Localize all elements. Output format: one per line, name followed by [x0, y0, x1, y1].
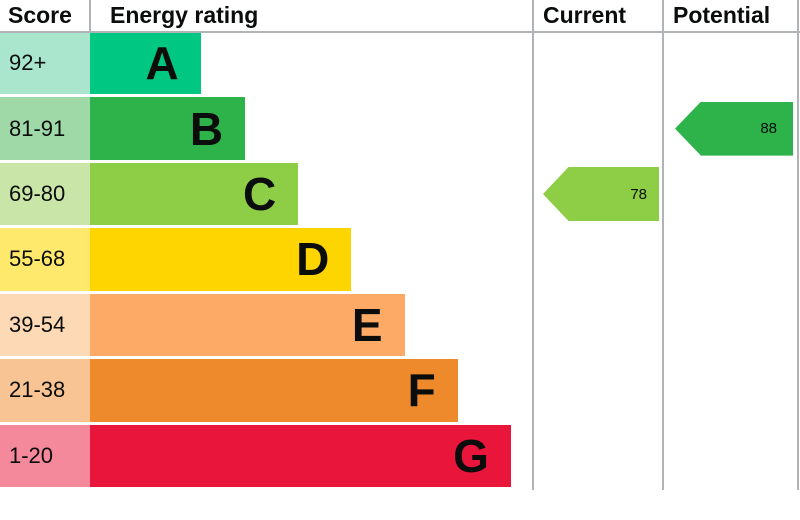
score-label-e: 39-54: [9, 311, 66, 337]
potential-cell-c: [663, 163, 800, 225]
rating-bar-b: B: [90, 97, 246, 160]
score-label-d: 55-68: [9, 246, 66, 272]
bar-area-c: C: [90, 162, 533, 226]
rating-letter-d: D: [296, 233, 330, 286]
bar-area-d: D: [90, 228, 533, 291]
grid-line-score: [89, 0, 91, 32]
score-cell-d: 55-68: [0, 228, 90, 291]
current-cell-f: [533, 359, 663, 421]
potential-cell-b: 88: [663, 97, 800, 159]
bar-area-g: G: [90, 424, 533, 487]
score-cell-e: 39-54: [0, 293, 90, 357]
current-cell-c: 78: [533, 163, 663, 225]
current-cell-a: [533, 32, 663, 94]
band-row-d: 55-68 D: [0, 228, 800, 293]
band-row-g: 1-20 G: [0, 424, 800, 490]
header-potential: Potential: [673, 2, 771, 28]
bands: 92+ A 81-91 B 88: [0, 32, 800, 490]
header-score: Score: [8, 2, 72, 28]
rating-letter-a: A: [145, 37, 179, 90]
header-current: Current: [543, 2, 627, 28]
potential-arrow: 88: [675, 101, 793, 156]
score-cell-b: 81-91: [0, 97, 90, 160]
header-energy-rating: Energy rating: [110, 2, 259, 28]
score-label-g: 1-20: [9, 442, 54, 468]
bar-area-b: B: [90, 97, 533, 160]
grid-line-rating: [532, 0, 534, 490]
score-cell-c: 69-80: [0, 162, 90, 226]
bar-area-e: E: [90, 293, 533, 357]
band-row-c: 69-80 C 78: [0, 162, 800, 228]
rating-letter-f: F: [407, 364, 436, 417]
band-row-b: 81-91 B 88: [0, 97, 800, 162]
score-cell-f: 21-38: [0, 359, 90, 422]
score-label-b: 81-91: [9, 115, 66, 141]
potential-cell-d: [663, 228, 800, 290]
rating-bar-f: F: [90, 359, 458, 422]
potential-cell-e: [663, 294, 800, 356]
current-cell-d: [533, 228, 663, 290]
rating-bar-d: D: [90, 228, 352, 291]
rating-letter-c: C: [242, 168, 277, 221]
grid-line-current: [662, 0, 664, 490]
current-arrow: 78: [543, 167, 659, 222]
chart-header: Score Energy rating Current Potential: [0, 0, 800, 32]
bar-area-f: F: [90, 359, 533, 422]
rating-letter-g: G: [453, 429, 489, 482]
rating-bar-g: G: [90, 424, 511, 487]
potential-cell-g: [663, 425, 800, 487]
band-row-e: 39-54 E: [0, 293, 800, 359]
rating-bar-e: E: [90, 293, 405, 357]
grid-line-right: [797, 0, 799, 490]
current-cell-g: [533, 425, 663, 487]
score-cell-g: 1-20: [0, 424, 90, 487]
score-label-c: 69-80: [9, 181, 66, 207]
rating-bar-a: A: [90, 32, 201, 95]
current-cell-b: [533, 97, 663, 159]
score-label-f: 21-38: [9, 377, 66, 403]
potential-cell-f: [663, 359, 800, 421]
band-row-a: 92+ A: [0, 32, 800, 97]
grid-line-header-bottom: [0, 31, 800, 33]
bar-area-a: A: [90, 32, 533, 95]
score-label-a: 92+: [9, 50, 47, 76]
current-cell-e: [533, 294, 663, 356]
potential-value: 88: [760, 120, 777, 138]
rating-letter-b: B: [189, 102, 224, 155]
band-row-f: 21-38 F: [0, 359, 800, 424]
score-cell-a: 92+: [0, 32, 90, 95]
potential-cell-a: [663, 32, 800, 94]
rating-bar-c: C: [90, 162, 299, 226]
current-value: 78: [630, 185, 647, 203]
rating-letter-e: E: [351, 298, 383, 351]
